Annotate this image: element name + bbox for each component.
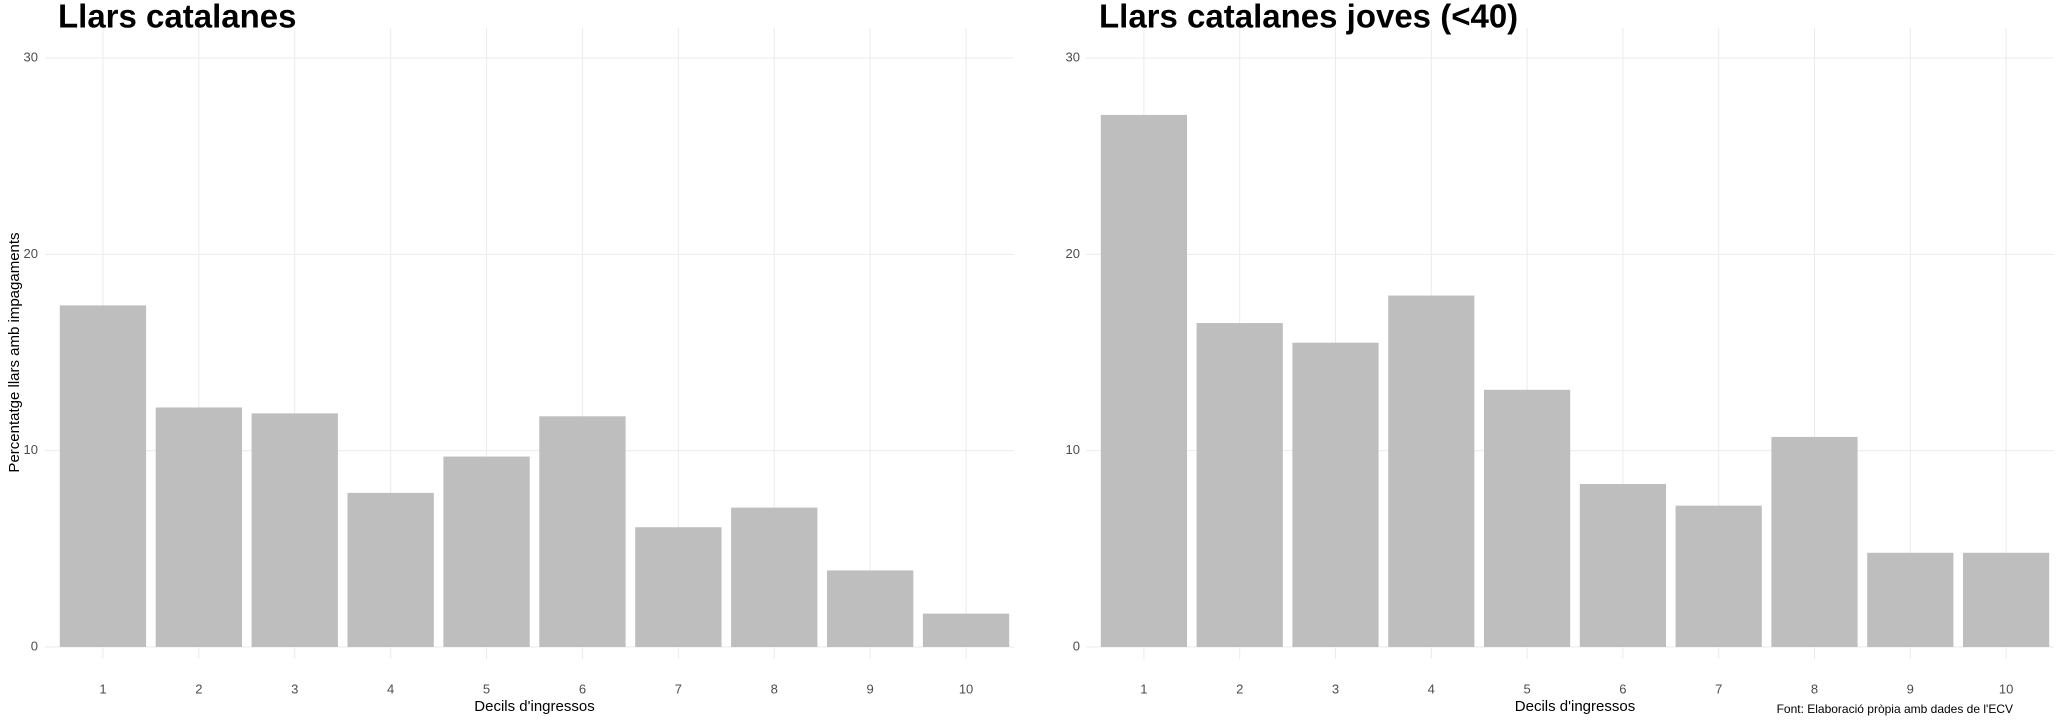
bar bbox=[1483, 389, 1571, 647]
chart-title: Llars catalanes joves (<40) bbox=[1099, 0, 1518, 35]
x-axis-label: Decils d'ingressos bbox=[474, 698, 594, 715]
y-tick-label: 0 bbox=[1073, 638, 1080, 653]
x-tick-label: 1 bbox=[1140, 681, 1147, 696]
x-tick-label: 4 bbox=[1428, 681, 1435, 696]
chart-title: Llars catalanes bbox=[58, 0, 296, 35]
x-tick-label: 9 bbox=[867, 681, 874, 696]
bar bbox=[1675, 505, 1762, 647]
bar bbox=[443, 456, 530, 647]
x-tick-label: 3 bbox=[1332, 681, 1339, 696]
bar bbox=[731, 507, 818, 647]
bar bbox=[922, 613, 1010, 647]
x-tick-label: 6 bbox=[1619, 681, 1626, 696]
x-tick-label: 4 bbox=[387, 681, 394, 696]
bar bbox=[347, 492, 434, 647]
bar bbox=[251, 413, 338, 647]
x-tick-label: 6 bbox=[579, 681, 586, 696]
x-tick-label: 8 bbox=[771, 681, 778, 696]
bar bbox=[1771, 436, 1858, 647]
bar bbox=[1867, 552, 1954, 647]
y-tick-label: 10 bbox=[1066, 442, 1080, 457]
bar bbox=[59, 305, 147, 647]
caption: Font: Elaboració pròpia amb dades de l'E… bbox=[1777, 702, 2013, 716]
y-tick-label: 20 bbox=[24, 246, 38, 261]
bar bbox=[155, 407, 243, 647]
y-tick-label: 20 bbox=[1066, 246, 1080, 261]
y-axis-label: Percentatge llars amb impagaments bbox=[6, 232, 23, 472]
y-tick-label: 30 bbox=[1066, 49, 1080, 64]
y-tick-label: 0 bbox=[31, 638, 38, 653]
x-tick-label: 7 bbox=[1715, 681, 1722, 696]
x-tick-label: 5 bbox=[1523, 681, 1530, 696]
bar bbox=[1962, 552, 2050, 647]
bar bbox=[826, 570, 914, 647]
x-tick-label: 2 bbox=[1236, 681, 1243, 696]
x-tick-label: 10 bbox=[959, 681, 973, 696]
bar bbox=[539, 416, 626, 647]
y-tick-label: 30 bbox=[24, 49, 38, 64]
x-tick-label: 7 bbox=[675, 681, 682, 696]
x-tick-label: 5 bbox=[483, 681, 490, 696]
x-tick-label: 8 bbox=[1811, 681, 1818, 696]
bar bbox=[635, 527, 722, 647]
bar bbox=[1292, 342, 1379, 647]
bar bbox=[1196, 323, 1283, 647]
x-tick-label: 10 bbox=[1999, 681, 2013, 696]
x-tick-label: 2 bbox=[195, 681, 202, 696]
x-tick-label: 9 bbox=[1907, 681, 1914, 696]
bar bbox=[1579, 484, 1667, 647]
bar bbox=[1388, 295, 1475, 647]
x-tick-label: 3 bbox=[291, 681, 298, 696]
x-tick-label: 1 bbox=[99, 681, 106, 696]
x-axis-label: Decils d'ingressos bbox=[1515, 698, 1635, 715]
bar bbox=[1100, 114, 1188, 648]
y-tick-label: 10 bbox=[24, 442, 38, 457]
